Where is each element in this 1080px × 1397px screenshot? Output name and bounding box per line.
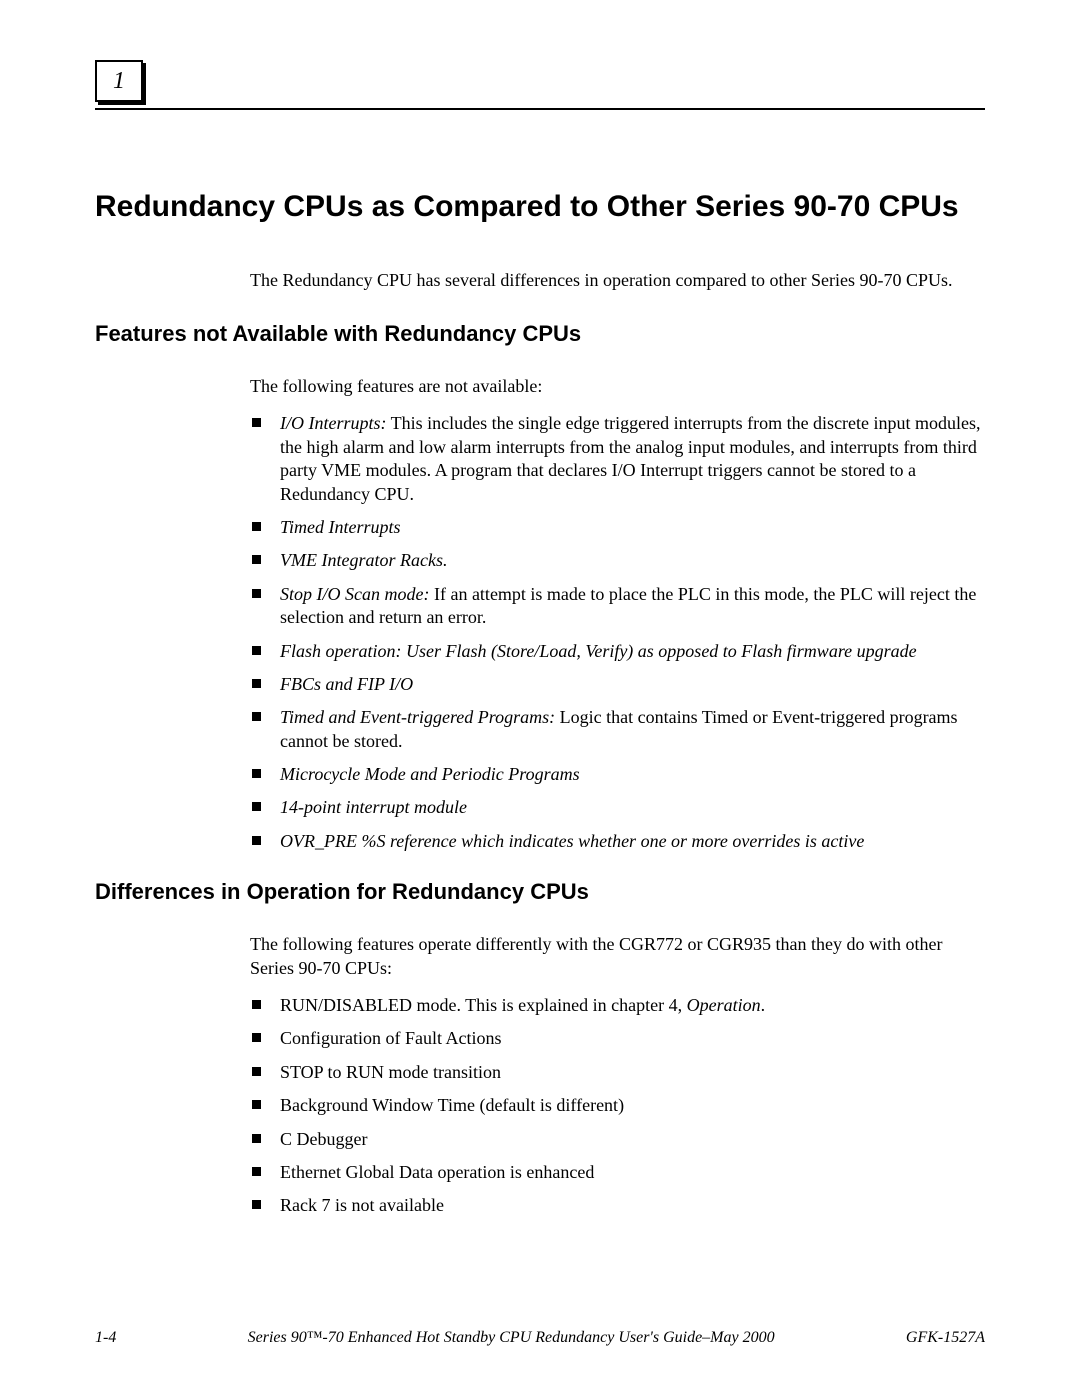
list-item: FBCs and FIP I/O xyxy=(250,673,985,696)
list-item: Timed and Event-triggered Programs: Logi… xyxy=(250,706,985,753)
section-heading-differences: Differences in Operation for Redundancy … xyxy=(95,879,985,905)
list-item: STOP to RUN mode transition xyxy=(250,1061,985,1084)
list-item: Rack 7 is not available xyxy=(250,1194,985,1217)
list-item: Ethernet Global Data operation is enhanc… xyxy=(250,1161,985,1184)
footer-center: Series 90™-70 Enhanced Hot Standby CPU R… xyxy=(116,1329,906,1347)
list-item: C Debugger xyxy=(250,1128,985,1151)
features-intro: The following features are not available… xyxy=(250,375,985,398)
item-label: Stop I/O Scan mode: xyxy=(280,584,429,604)
list-item: 14-point interrupt module xyxy=(250,796,985,819)
horizontal-rule xyxy=(95,108,985,110)
diffs-list: RUN/DISABLED mode. This is explained in … xyxy=(250,994,985,1218)
section-heading-features: Features not Available with Redundancy C… xyxy=(95,321,985,347)
list-item: Microcycle Mode and Periodic Programs xyxy=(250,763,985,786)
item-text: . xyxy=(761,995,766,1015)
list-item: VME Integrator Racks. xyxy=(250,549,985,572)
list-item: I/O Interrupts: This includes the single… xyxy=(250,412,985,506)
features-list: I/O Interrupts: This includes the single… xyxy=(250,412,985,853)
intro-paragraph: The Redundancy CPU has several differenc… xyxy=(250,270,985,291)
item-italic: Operation xyxy=(687,995,761,1015)
list-item: RUN/DISABLED mode. This is explained in … xyxy=(250,994,985,1017)
page-footer: 1-4 Series 90™-70 Enhanced Hot Standby C… xyxy=(95,1329,985,1347)
list-item: OVR_PRE %S reference which indicates whe… xyxy=(250,830,985,853)
list-item: Configuration of Fault Actions xyxy=(250,1027,985,1050)
main-heading: Redundancy CPUs as Compared to Other Ser… xyxy=(95,190,985,224)
item-label: Timed and Event-triggered Programs: xyxy=(280,707,555,727)
list-item: Flash operation: User Flash (Store/Load,… xyxy=(250,640,985,663)
list-item: Timed Interrupts xyxy=(250,516,985,539)
item-text: RUN/DISABLED mode. This is explained in … xyxy=(280,995,687,1015)
footer-right: GFK-1527A xyxy=(906,1329,985,1347)
chapter-number-box: 1 xyxy=(95,60,143,102)
list-item: Background Window Time (default is diffe… xyxy=(250,1094,985,1117)
item-label: I/O Interrupts: xyxy=(280,413,387,433)
list-item: Stop I/O Scan mode: If an attempt is mad… xyxy=(250,583,985,630)
footer-left: 1-4 xyxy=(95,1329,116,1347)
diffs-intro: The following features operate different… xyxy=(250,933,985,980)
